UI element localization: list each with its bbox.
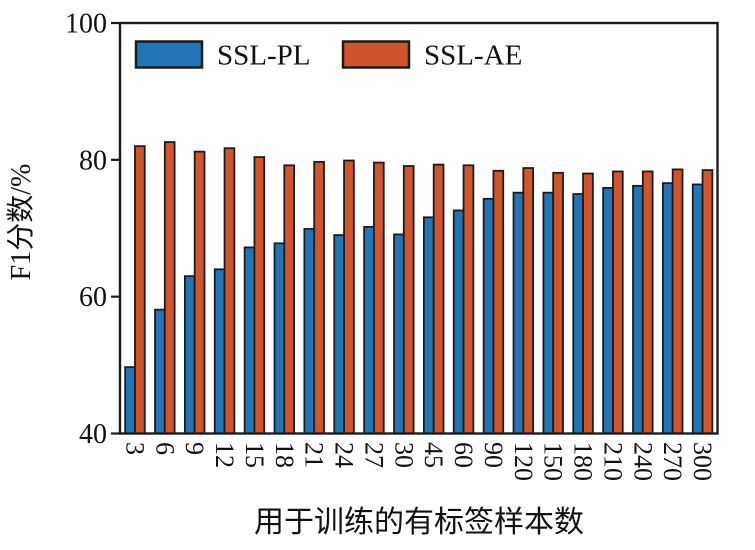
- x-tick-label-210: 210: [598, 442, 627, 481]
- y-tick-label-40: 40: [79, 419, 107, 450]
- x-tick-label-15: 15: [240, 442, 269, 468]
- bar-ssl-ae-6: [163, 141, 176, 435]
- bar-ssl-pl-150: [542, 191, 555, 435]
- x-tick-label-300: 300: [688, 442, 717, 481]
- y-axis-ticks: 40 60 80 100: [65, 9, 119, 450]
- x-tick-label-21: 21: [300, 442, 329, 468]
- bar-ssl-pl-12: [213, 268, 226, 435]
- x-tick-label-12: 12: [210, 442, 239, 468]
- bar-ssl-pl-300: [691, 183, 704, 435]
- x-tick-label-3: 3: [120, 442, 149, 455]
- bars-layer: [124, 141, 714, 435]
- x-tick-label-150: 150: [539, 442, 568, 481]
- bar-ssl-ae-45: [432, 163, 445, 435]
- bar-ssl-pl-210: [602, 186, 614, 435]
- legend-swatch-ssl-ae: [341, 40, 411, 69]
- bar-ssl-pl-9: [183, 275, 196, 435]
- y-tick-label-60: 60: [79, 282, 107, 313]
- bar-ssl-pl-240: [632, 184, 644, 435]
- y-axis-title: F1分数/%: [5, 164, 37, 281]
- bar-ssl-ae-210: [612, 170, 624, 435]
- legend-label-ssl-pl: SSL-PL: [217, 40, 310, 72]
- bar-ssl-pl-120: [512, 191, 525, 435]
- bar-ssl-pl-60: [452, 209, 465, 435]
- bar-ssl-pl-24: [333, 234, 345, 435]
- y-tick-label-100: 100: [65, 9, 107, 40]
- x-tick-label-30: 30: [389, 442, 418, 468]
- bar-ssl-ae-21: [313, 160, 325, 435]
- x-tick-label-90: 90: [479, 442, 508, 468]
- bar-ssl-ae-90: [492, 169, 505, 435]
- bar-ssl-pl-21: [303, 228, 316, 435]
- bar-ssl-pl-15: [243, 246, 256, 435]
- plot-frame: [118, 21, 719, 435]
- bar-ssl-pl-30: [393, 233, 405, 435]
- x-tick-label-6: 6: [150, 442, 179, 455]
- bar-ssl-ae-240: [641, 170, 654, 435]
- bar-ssl-ae-150: [552, 171, 564, 435]
- x-tick-label-60: 60: [449, 442, 478, 468]
- bar-ssl-ae-300: [701, 169, 714, 435]
- bar-ssl-pl-27: [363, 225, 375, 435]
- legend-swatch-ssl-pl: [134, 40, 204, 69]
- legend: SSL-PL SSL-AE: [134, 40, 522, 72]
- bar-ssl-pl-90: [482, 197, 495, 435]
- x-tick-label-45: 45: [419, 442, 448, 468]
- bar-ssl-pl-3: [124, 366, 136, 435]
- bar-ssl-ae-9: [193, 150, 206, 435]
- x-axis-tick-labels: 3 6 9 12 15 18 21 24 27 30 45 60 90 120 150 180 210 240 27…: [120, 442, 717, 481]
- bar-ssl-ae-270: [671, 168, 684, 435]
- y-tick-label-80: 80: [79, 145, 107, 176]
- bar-ssl-ae-3: [134, 145, 146, 435]
- bar-ssl-pl-270: [661, 182, 674, 435]
- x-tick-label-270: 270: [658, 442, 687, 481]
- bar-ssl-pl-6: [154, 308, 166, 435]
- bar-ssl-ae-12: [223, 147, 236, 435]
- legend-label-ssl-ae: SSL-AE: [424, 40, 522, 72]
- x-tick-label-120: 120: [509, 442, 538, 481]
- x-tick-label-240: 240: [628, 442, 657, 481]
- x-axis-title: 用于训练的有标签样本数: [254, 506, 584, 539]
- bar-ssl-pl-18: [273, 242, 286, 435]
- bar-ssl-ae-15: [253, 156, 266, 435]
- bar-ssl-pl-180: [572, 193, 584, 435]
- bar-ssl-ae-18: [283, 164, 296, 435]
- x-tick-label-27: 27: [359, 442, 388, 468]
- bar-ssl-ae-24: [343, 159, 355, 435]
- x-tick-label-9: 9: [180, 442, 209, 455]
- bar-ssl-ae-180: [582, 172, 594, 435]
- x-tick-label-18: 18: [270, 442, 299, 468]
- x-tick-label-180: 180: [569, 442, 598, 481]
- x-tick-label-24: 24: [330, 442, 359, 468]
- bar-ssl-pl-45: [422, 216, 435, 435]
- bar-ssl-ae-27: [373, 161, 385, 435]
- bar-ssl-ae-60: [462, 164, 475, 435]
- bar-ssl-ae-120: [522, 167, 535, 435]
- bar-ssl-ae-30: [402, 165, 415, 435]
